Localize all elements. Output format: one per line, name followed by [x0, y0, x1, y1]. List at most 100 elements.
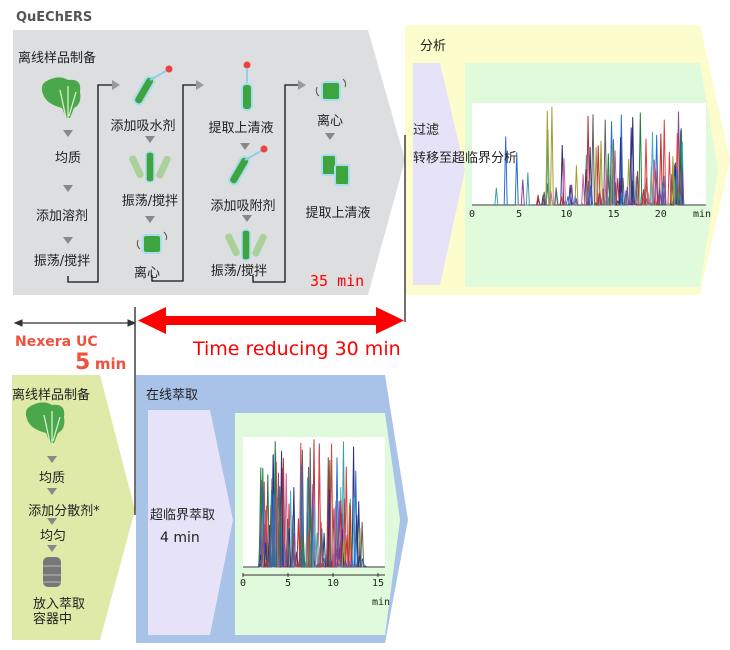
time-reduction-label: Time reducing 30 min — [193, 338, 401, 360]
chromatogram-peak — [347, 502, 352, 568]
chromatogram-peak — [319, 528, 324, 568]
shaker-icon — [225, 229, 267, 261]
chromatogram-peak — [536, 194, 541, 206]
add-adsorbent-tube-icon — [228, 145, 268, 186]
chromatogram-peak — [260, 482, 265, 568]
chromatogram-peak — [667, 203, 671, 206]
offline-prep-label: 离线样品制备 — [18, 51, 97, 66]
chromatogram-peak — [667, 151, 672, 206]
chromatogram-peak — [625, 186, 630, 206]
chromatogram-peak — [599, 140, 604, 206]
axis-tick-label: 5 — [284, 578, 292, 589]
chromatogram-peak — [596, 145, 601, 206]
nexera-time-arrow — [13, 319, 137, 327]
chromatogram-peak — [299, 465, 304, 568]
filter-label: 过滤 — [413, 123, 440, 138]
chromatogram-peak — [337, 500, 342, 568]
chromatogram-peak — [269, 490, 274, 568]
step-label: 均质 — [54, 151, 82, 166]
chromatogram-peak — [597, 192, 602, 206]
chromatogram-peak — [661, 175, 666, 206]
step-label: 振荡/搅拌 — [210, 264, 268, 279]
chromatogram-peak — [586, 115, 591, 206]
add-reagent-tube-icon — [133, 65, 173, 106]
chromatogram-peak — [658, 133, 663, 206]
chromatogram-peak — [292, 533, 297, 568]
chromatogram-peak — [646, 192, 651, 206]
chromatogram-peak — [345, 535, 350, 568]
flow-arrowheads — [112, 80, 306, 90]
online-extraction-title: 在线萃取 — [146, 388, 199, 403]
chromatogram-peak — [353, 565, 358, 568]
analysis-title: 分析 — [420, 39, 447, 54]
chromatogram-peak — [610, 145, 615, 206]
chromatogram-peak — [590, 114, 595, 206]
quechers-time: 35 min — [310, 272, 365, 290]
step-label: 放入萃取 容器中 — [33, 597, 85, 627]
chromatogram-peak — [315, 532, 320, 568]
sfe-time: 4 min — [160, 530, 200, 546]
axis-tick-label: 15 — [371, 578, 385, 589]
quechers-title: QuEChERS — [16, 10, 93, 25]
chromatogram-peak — [264, 559, 269, 568]
chromatogram-peak — [277, 486, 282, 568]
chromatogram-peak — [652, 160, 657, 206]
chromatogram-peak — [604, 168, 609, 206]
chromatogram-peak — [322, 532, 327, 568]
chromatogram-peak — [574, 165, 579, 206]
chromatogram-peak — [646, 202, 651, 206]
chromatogram-peak — [568, 184, 573, 206]
step-label: 添加溶剂 — [35, 209, 89, 224]
chromatogram-peak — [520, 179, 525, 206]
bottles-icon — [321, 154, 350, 186]
nexera-title: Nexera UC — [15, 334, 98, 350]
chromatogram-peak — [333, 506, 338, 568]
filter-panel — [413, 63, 465, 285]
centrifuge-icon — [136, 231, 168, 254]
step-label: 振荡/搅拌 — [121, 194, 179, 209]
transfer-label: 转移至超临界分析 — [413, 151, 518, 166]
sfe-label: 超临界萃取 — [150, 508, 216, 523]
vegetable-icon — [25, 402, 65, 444]
chromatogram-peak — [675, 187, 680, 206]
chromatogram-peak — [306, 467, 311, 568]
chromatogram-peak — [662, 119, 667, 206]
chromatogram-peak — [619, 114, 624, 206]
chromatogram-peak — [680, 169, 685, 206]
axis-tick-label: 10 — [560, 209, 573, 220]
quechers-panel — [13, 30, 405, 295]
chromatogram-peak — [312, 506, 317, 568]
axis-tick-label: 15 — [607, 209, 620, 220]
chromatogram-peak — [615, 199, 620, 206]
step-label: 添加吸附剂 — [210, 199, 276, 214]
chromatogram-peak — [301, 536, 306, 568]
axis-tick-label: 0 — [468, 209, 476, 220]
chromatogram-peak — [565, 196, 570, 206]
chromatogram-peak — [348, 564, 353, 568]
step-label: 添加分散剂* — [28, 504, 100, 519]
chromatogram-peak — [641, 189, 646, 206]
chromatogram-peak — [629, 127, 634, 206]
chromatogram-peak — [549, 107, 554, 206]
flow-connectors — [67, 84, 298, 283]
chromatogram-peak — [300, 449, 305, 568]
step-label: 均质 — [38, 471, 66, 486]
chromatogram-peak — [360, 521, 365, 568]
chromatogram-peak — [274, 493, 279, 568]
chromatogram-peak — [548, 191, 553, 206]
step-label: 离心 — [316, 114, 344, 129]
step-line: 放入萃取 — [33, 597, 86, 612]
shaker-icon — [129, 151, 171, 183]
chromatogram-peak — [285, 518, 290, 568]
chromatogram-peak — [329, 443, 334, 568]
chromatogram-peak — [290, 533, 295, 568]
chromatogram-peak — [545, 110, 550, 206]
chromatogram-peak — [634, 176, 639, 206]
chromatogram-peak — [525, 172, 530, 206]
chromatogram-peak — [581, 174, 586, 206]
chromatogram-peak — [350, 559, 354, 568]
chromatogram-peak — [629, 199, 634, 206]
nexera-time-value: 5 — [75, 350, 91, 375]
nexera-time: 5 min — [75, 350, 126, 375]
